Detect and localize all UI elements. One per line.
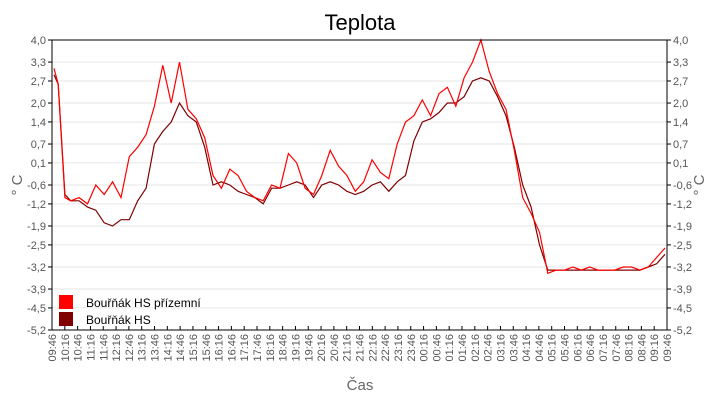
- x-tick-label: 02:16: [470, 334, 482, 362]
- legend-item-prizemni[interactable]: Bouřňák HS přízemní: [59, 295, 201, 310]
- x-tick-label: 21:16: [342, 334, 354, 362]
- x-tick-label: 14:16: [162, 334, 174, 362]
- y-tick-label: 0,7: [31, 139, 46, 151]
- x-tick-label: 12:16: [111, 334, 123, 362]
- y-tick-label: -1,9: [673, 221, 692, 233]
- x-tick-label: 01:16: [444, 334, 456, 362]
- x-axis-title: Čas: [347, 377, 374, 394]
- y-tick-label: -2,5: [673, 240, 692, 252]
- x-tick-label: 21:46: [355, 334, 367, 362]
- y-tick-label: 4,0: [673, 35, 688, 47]
- x-tick-label: 10:46: [73, 334, 85, 362]
- x-tick-label: 03:16: [495, 334, 507, 362]
- x-tick-label: 14:46: [175, 334, 187, 362]
- x-tick-label: 23:46: [406, 334, 418, 362]
- series-line: [53, 74, 666, 271]
- y-tick-label: 2,7: [673, 76, 688, 88]
- x-tick-label: 02:46: [483, 334, 495, 362]
- x-tick-label: 09:16: [649, 334, 661, 362]
- y-tick-label: -4,5: [673, 303, 692, 315]
- x-tick-label: 17:16: [239, 334, 251, 362]
- y-tick-label: 3,3: [673, 57, 688, 69]
- plot-series: [53, 38, 666, 275]
- x-tick-label: 16:16: [214, 334, 226, 362]
- x-tick-label: 18:16: [265, 334, 277, 362]
- x-tick-label: 04:46: [534, 334, 546, 362]
- y-tick-label: 3,3: [31, 57, 46, 69]
- legend-swatch-red-icon: [59, 295, 73, 309]
- y-tick-label: -3,2: [27, 262, 46, 274]
- x-tick-label: 09:46: [662, 334, 674, 362]
- y-tick-label: -3,2: [673, 262, 692, 274]
- y-tick-label: -3,9: [673, 284, 692, 296]
- y-tick-label: -5,2: [27, 325, 46, 337]
- x-tick-label: 08:16: [624, 334, 636, 362]
- y-tick-label: 1,4: [31, 117, 46, 129]
- y-tick-label: -0,6: [673, 180, 692, 192]
- y-tick-label: -2,5: [27, 240, 46, 252]
- grid-lines: [52, 61, 667, 309]
- y-tick-label: -1,2: [673, 199, 692, 211]
- legend-swatch-darkred-icon: [59, 312, 73, 326]
- x-tick-label: 15:46: [201, 334, 213, 362]
- x-tick-label: 04:16: [521, 334, 533, 362]
- y-tick-label: -5,2: [673, 325, 692, 337]
- x-tick-label: 13:46: [150, 334, 162, 362]
- series-line: [53, 38, 666, 275]
- x-tick-label: 19:16: [290, 334, 302, 362]
- x-tick-label: 19:46: [303, 334, 315, 362]
- y-tick-label: 2,0: [673, 98, 688, 110]
- x-tick-label: 13:16: [137, 334, 149, 362]
- x-tick-label: 20:46: [329, 334, 341, 362]
- x-tick-label: 15:16: [188, 334, 200, 362]
- chart-title: Teplota: [325, 10, 397, 35]
- x-tick-label: 05:46: [560, 334, 572, 362]
- x-tick-label: 06:46: [585, 334, 597, 362]
- x-tick-label: 11:46: [98, 334, 110, 361]
- x-tick-label: 23:16: [393, 334, 405, 362]
- x-tick-label: 16:46: [226, 334, 238, 362]
- x-tick-label: 12:46: [124, 334, 136, 362]
- x-tick-label: 05:16: [547, 334, 559, 362]
- x-tick-label: 07:46: [611, 334, 623, 362]
- y-tick-label: 0,1: [673, 158, 688, 170]
- y-tick-label: 0,1: [31, 158, 46, 170]
- legend-label: Bouřňák HS přízemní: [86, 296, 201, 310]
- x-tick-label: 08:46: [636, 334, 648, 362]
- legend: Bouřňák HS přízemní Bouřňák HS: [59, 295, 201, 327]
- y-tick-label: -4,5: [27, 303, 46, 315]
- y-tick-label: -1,9: [27, 221, 46, 233]
- y-axis-left: 4,0 3,3 2,7 2,0 1,4 0,7 0,1 -0,6 -1,2 -1,9 -2,5 -3,…: [27, 35, 52, 337]
- y-tick-label: 4,0: [31, 35, 46, 47]
- y-axis-right: 4,0 3,3 2,7 2,0 1,4 0,7 0,1 -0,6 -1,2 -1,9 -2,5 -3,…: [667, 35, 692, 337]
- x-tick-label: 11:16: [85, 334, 97, 361]
- x-tick-label: 09:46: [47, 334, 59, 362]
- x-tick-label: 20:16: [316, 334, 328, 362]
- x-tick-label: 18:46: [278, 334, 290, 362]
- x-tick-label: 03:46: [508, 334, 520, 362]
- y-tick-label: 2,7: [31, 76, 46, 88]
- y-tick-label: 2,0: [31, 98, 46, 110]
- x-tick-label: 06:16: [572, 334, 584, 362]
- y-axis-title-left: ° C: [9, 174, 26, 195]
- x-tick-label: 00:16: [419, 334, 431, 362]
- x-tick-label: 07:16: [598, 334, 610, 362]
- x-tick-label: 01:46: [457, 334, 469, 362]
- x-tick-label: 10:16: [60, 334, 72, 362]
- y-axis-title-right: ° C: [691, 174, 708, 195]
- x-tick-label: 22:46: [380, 334, 392, 362]
- y-tick-label: 0,7: [673, 139, 688, 151]
- x-axis: 09:46 10:16 10:46 11:16 11:46 12:16 12:46 13:16…: [47, 326, 674, 362]
- y-tick-label: 1,4: [673, 117, 688, 129]
- x-tick-label: 00:46: [431, 334, 443, 362]
- x-tick-label: 17:46: [252, 334, 264, 362]
- y-tick-label: -1,2: [27, 199, 46, 211]
- legend-item-hs[interactable]: Bouřňák HS: [59, 312, 151, 327]
- y-tick-label: -0,6: [27, 180, 46, 192]
- legend-label: Bouřňák HS: [86, 313, 151, 327]
- x-tick-label: 22:16: [367, 334, 379, 362]
- y-tick-label: -3,9: [27, 284, 46, 296]
